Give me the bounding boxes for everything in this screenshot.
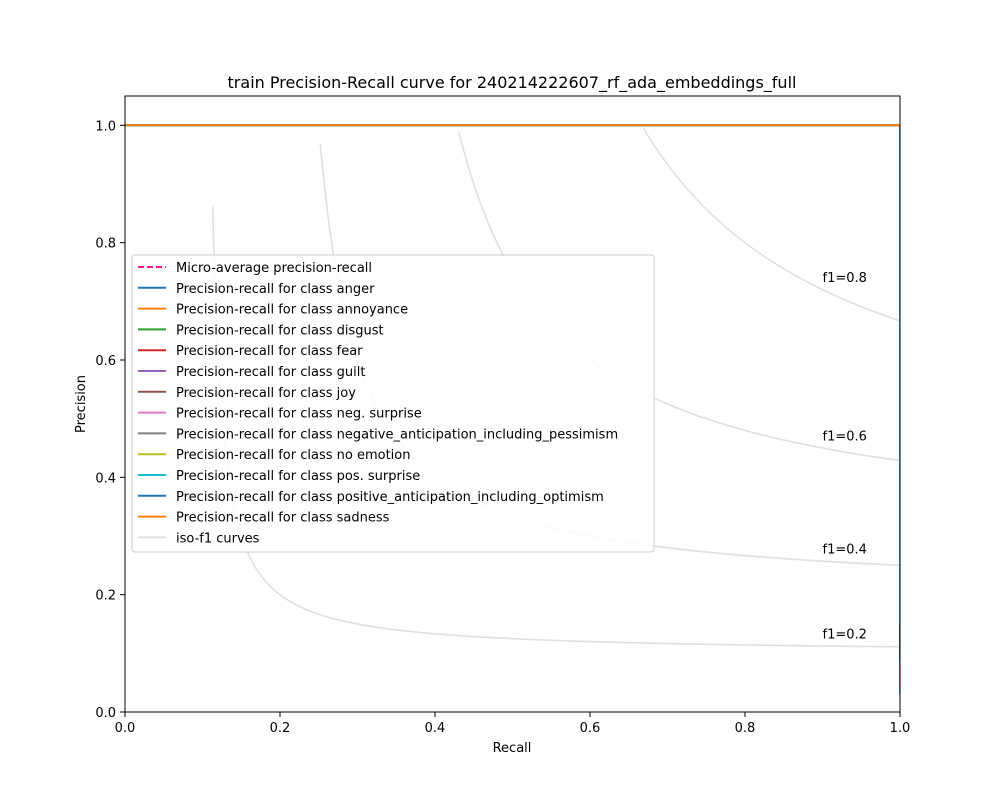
y-tick-label: 1.0 [95,119,116,134]
legend-label: Precision-recall for class positive_anti… [176,490,604,505]
y-tick-label: 0.4 [95,471,116,486]
y-tick-label: 0.0 [95,706,116,721]
legend-label: Micro-average precision-recall [176,261,372,276]
legend-label: Precision-recall for class joy [176,386,356,401]
legend-label: Precision-recall for class anger [176,282,375,297]
x-tick-label: 0.8 [735,721,756,736]
legend-label: Precision-recall for class neg. surprise [176,407,422,422]
legend-label: Precision-recall for class pos. surprise [176,469,420,484]
y-axis: 0.0 0.2 0.4 0.6 0.8 1.0 [95,119,125,721]
iso-f1-label: f1=0.8 [823,271,867,286]
legend-label: Precision-recall for class no emotion [176,448,410,463]
series-line [125,124,900,624]
plot-frame [124,95,901,713]
x-axis: 0.0 0.2 0.4 0.6 0.8 1.0 [115,712,911,736]
legend-label: Precision-recall for class annoyance [176,303,408,318]
y-tick-label: 0.8 [95,237,116,252]
legend: Micro-average precision-recall Precision-… [131,254,655,553]
x-tick-label: 0.2 [270,721,291,736]
legend-label: Precision-recall for class disgust [176,323,384,338]
legend-box [131,254,655,553]
iso-f1-label: f1=0.2 [823,627,867,642]
series-layer [125,124,900,695]
legend-label: Precision-recall for class sadness [176,511,390,526]
chart-title: train Precision-Recall curve for 2402142… [228,73,797,93]
legend-label: Precision-recall for class guilt [176,365,365,380]
y-axis-label: Precision [74,375,89,433]
legend-label: Precision-recall for class fear [176,344,363,359]
y-tick-label: 0.2 [95,589,116,604]
x-axis-label: Recall [493,741,532,756]
iso-f1-curve [642,127,900,322]
legend-label: iso-f1 curves [176,531,260,546]
y-tick-label: 0.6 [95,354,116,369]
legend-label: Precision-recall for class negative_anti… [176,427,618,442]
x-tick-label: 1.0 [890,721,911,736]
iso-f1-label: f1=0.4 [823,542,867,557]
iso-f1-label: f1=0.6 [823,429,867,444]
x-tick-label: 0.6 [580,721,601,736]
iso-f1-labels: f1=0.2 f1=0.4 f1=0.6 f1=0.8 [823,271,867,642]
x-tick-label: 0.4 [425,721,446,736]
x-tick-label: 0.0 [115,721,136,736]
iso-f1-curve [211,205,900,648]
